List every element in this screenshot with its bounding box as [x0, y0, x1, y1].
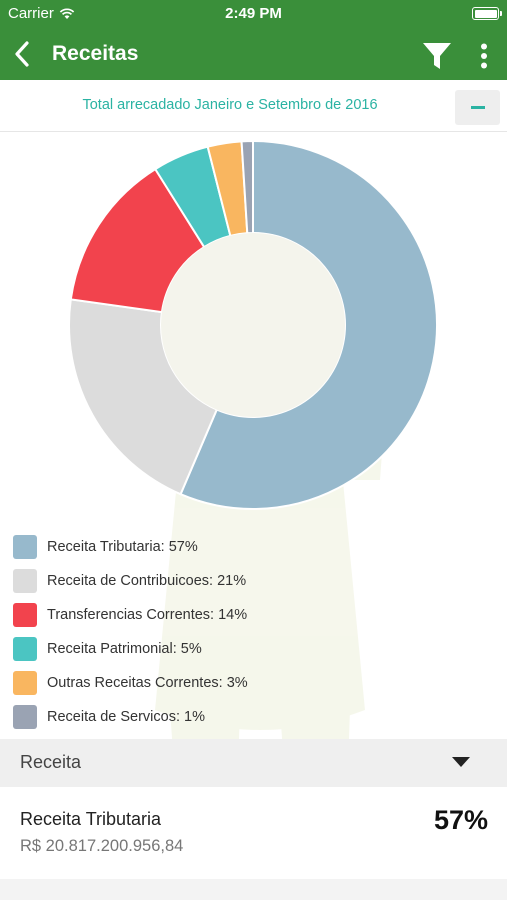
legend-item: Transferencias Correntes: 14%: [13, 598, 493, 632]
back-chevron-icon: [15, 41, 29, 67]
item-amount: R$ 20.817.200.956,84: [20, 837, 184, 855]
legend-item: Outras Receitas Correntes: 3%: [13, 666, 493, 700]
legend-item: Receita de Servicos: 1%: [13, 700, 493, 734]
more-vertical-icon: [481, 43, 487, 69]
status-bar: Carrier 2:49 PM: [0, 0, 507, 28]
legend-item: Receita Tributaria: 57%: [13, 530, 493, 564]
battery-icon: [472, 7, 502, 20]
status-carrier: Carrier: [8, 5, 75, 22]
status-time: 2:49 PM: [225, 5, 282, 22]
receita-section-header[interactable]: Receita: [0, 739, 507, 787]
back-button[interactable]: [6, 37, 38, 71]
legend-swatch: [13, 637, 37, 661]
section-title: Receita: [20, 752, 82, 772]
donut-chart-svg: [68, 139, 438, 510]
navbar: Receitas: [0, 28, 507, 80]
more-options-button[interactable]: [470, 39, 498, 73]
collapse-button[interactable]: [455, 90, 500, 125]
item-percent: 57%: [433, 805, 488, 835]
item-name: Receita Tributaria: [20, 809, 162, 829]
revenue-donut-chart: [0, 132, 507, 522]
legend-label: Receita de Contribuicoes: 21%: [47, 573, 247, 589]
filter-funnel-icon: [423, 43, 451, 69]
legend-swatch: [13, 569, 37, 593]
carrier-label: Carrier: [8, 5, 54, 22]
legend-label: Receita Patrimonial: 5%: [47, 641, 202, 657]
legend-item: Receita de Contribuicoes: 21%: [13, 564, 493, 598]
legend-swatch: [13, 603, 37, 627]
legend-swatch: [13, 705, 37, 729]
period-title: Total arrecadado Janeiro e Setembro de 2…: [82, 97, 378, 113]
legend-label: Transferencias Correntes: 14%: [47, 607, 248, 623]
minus-icon: [470, 106, 485, 109]
legend-label: Outras Receitas Correntes: 3%: [47, 675, 248, 691]
legend-item: Receita Patrimonial: 5%: [13, 632, 493, 666]
page-title: Receitas: [52, 42, 139, 65]
caret-down-icon: [452, 757, 470, 767]
next-list-item: [0, 879, 507, 900]
legend-swatch: [13, 535, 37, 559]
donut-hole: [161, 233, 345, 417]
chart-legend: Receita Tributaria: 57% Receita de Contr…: [13, 530, 493, 734]
wifi-icon: [59, 7, 75, 19]
list-item[interactable]: Receita Tributaria R$ 20.817.200.956,84 …: [0, 787, 507, 879]
legend-label: Receita Tributaria: 57%: [47, 539, 198, 555]
legend-swatch: [13, 671, 37, 695]
legend-label: Receita de Servicos: 1%: [47, 709, 205, 725]
filter-button[interactable]: [420, 39, 454, 73]
period-header: Total arrecadado Janeiro e Setembro de 2…: [0, 80, 507, 132]
